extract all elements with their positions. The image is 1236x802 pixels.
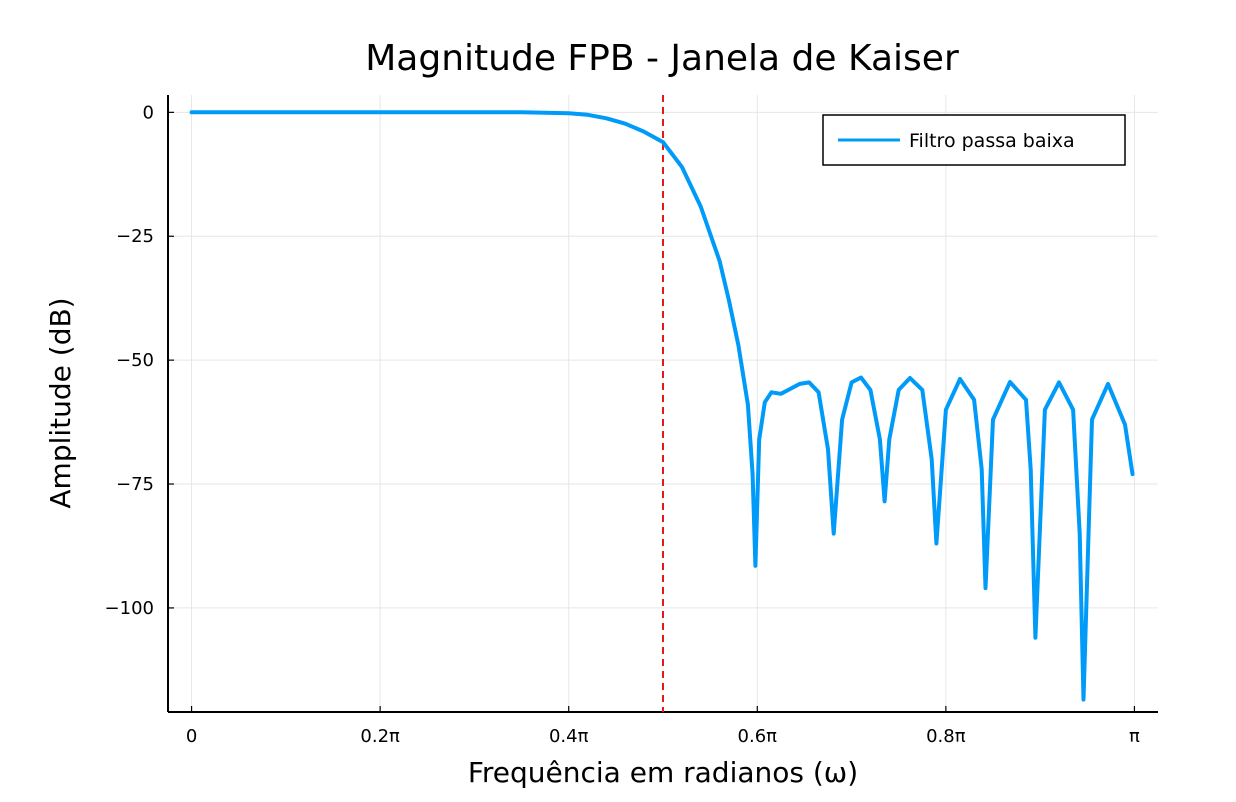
x-tick-label: 0.8π [926, 726, 966, 747]
y-tick-label: −100 [105, 598, 154, 619]
y-tick-label: 0 [143, 102, 154, 123]
legend: Filtro passa baixa [822, 114, 1126, 166]
tick-labels: 0 0.2π 0.4π 0.6π 0.8π π 0 −25 −50 −75 −100 [105, 102, 1140, 747]
y-axis-title: Amplitude (dB) [44, 297, 77, 508]
axes [167, 95, 1158, 713]
x-axis-title: Frequência em radianos (ω) [468, 756, 858, 789]
series-lines [189, 110, 1135, 702]
y-tick-label: −50 [116, 350, 154, 371]
y-tick-label: −75 [116, 474, 154, 495]
grid [168, 95, 1158, 712]
chart-title: Magnitude FPB - Janela de Kaiser [365, 38, 959, 79]
x-tick-label: π [1129, 726, 1140, 747]
x-tick-label: 0.6π [738, 726, 778, 747]
x-tick-label: 0.4π [549, 726, 589, 747]
series-line [189, 110, 1135, 702]
legend-label: Filtro passa baixa [909, 130, 1075, 152]
x-tick-label: 0.2π [360, 726, 400, 747]
x-tick-label: 0 [186, 726, 197, 747]
y-tick-label: −25 [116, 226, 154, 247]
